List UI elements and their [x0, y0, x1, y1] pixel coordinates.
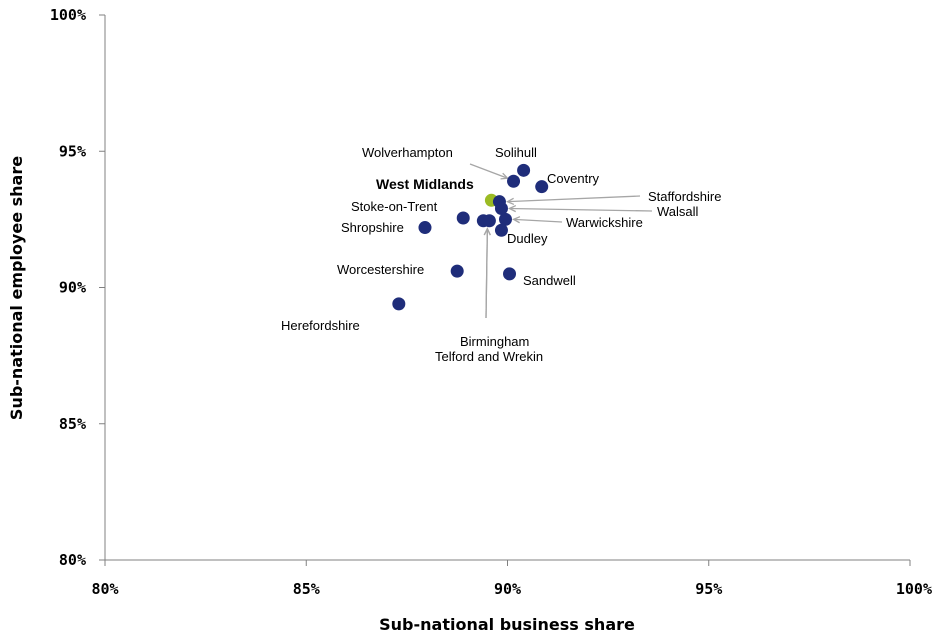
- y-tick-label: 95%: [59, 142, 86, 160]
- data-point: [418, 221, 432, 235]
- callout-arrow: [485, 228, 489, 319]
- callout-arrowhead: [507, 204, 517, 213]
- point-label: Telford and Wrekin: [435, 349, 543, 364]
- point-label: Shropshire: [341, 220, 404, 235]
- point-label: West Midlands: [376, 176, 474, 192]
- y-tick-label: 80%: [59, 551, 86, 569]
- point-label: Stoke-on-Trent: [351, 199, 438, 214]
- y-tick-label: 100%: [50, 6, 86, 24]
- x-tick-label: 100%: [896, 580, 932, 598]
- point-label: Warwickshire: [566, 215, 643, 230]
- point-label: Wolverhampton: [362, 145, 453, 160]
- data-point: [535, 180, 549, 194]
- callout-arrow: [513, 218, 563, 223]
- callout-arrow: [507, 195, 641, 203]
- point-label: Coventry: [547, 171, 600, 186]
- callout-arrow: [469, 163, 508, 179]
- x-axis-title: Sub-national business share: [379, 615, 635, 634]
- x-tick-label: 95%: [695, 580, 722, 598]
- point-label: Dudley: [507, 231, 548, 246]
- data-points: [392, 163, 549, 311]
- data-point: [456, 211, 470, 225]
- callout-arrowhead: [483, 227, 491, 236]
- axes: [104, 15, 910, 561]
- callout-arrowhead: [505, 197, 515, 206]
- callout-arrow: [509, 207, 653, 212]
- point-label: Solihull: [495, 145, 537, 160]
- x-tick-label: 85%: [293, 580, 320, 598]
- data-point: [503, 267, 517, 281]
- point-label: Walsall: [657, 204, 699, 219]
- callout-arrowhead: [500, 172, 509, 180]
- callout-arrows: [469, 163, 653, 319]
- x-tick-label: 90%: [494, 580, 521, 598]
- callout-arrowhead: [511, 216, 521, 224]
- point-label: Birmingham: [460, 334, 529, 349]
- y-tick-label: 90%: [59, 279, 86, 297]
- x-axis-ticks: 80% 85% 90% 95% 100%: [91, 560, 932, 598]
- point-label: Staffordshire: [648, 189, 721, 204]
- point-label: Worcestershire: [337, 262, 424, 277]
- point-label: Herefordshire: [281, 318, 360, 333]
- point-label: Sandwell: [523, 273, 576, 288]
- x-tick-label: 80%: [91, 580, 118, 598]
- data-point: [450, 264, 464, 278]
- data-point: [392, 297, 406, 311]
- data-point: [517, 163, 531, 177]
- y-axis-title: Sub-national employee share: [7, 156, 26, 420]
- y-tick-label: 85%: [59, 415, 86, 433]
- data-point: [507, 174, 521, 188]
- data-point: [482, 214, 496, 228]
- point-labels: Wolverhampton Solihull Coventry West Midlan…: [281, 145, 721, 364]
- data-point: [494, 223, 508, 237]
- data-point: [494, 201, 508, 215]
- y-axis-ticks: 80% 85% 90% 95% 100%: [50, 6, 105, 569]
- data-point: [498, 212, 512, 226]
